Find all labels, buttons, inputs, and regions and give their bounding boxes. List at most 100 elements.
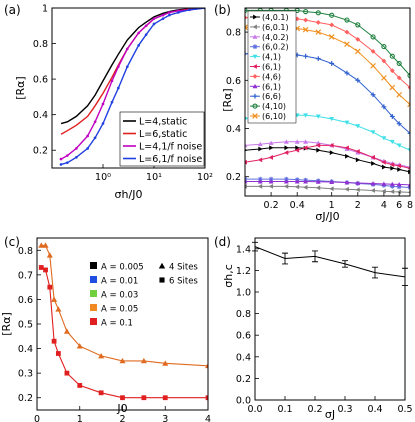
panel-d-ytick-label: 0.2 — [236, 374, 251, 385]
data-point — [315, 179, 321, 184]
legend-label: L=6,static — [139, 129, 187, 140]
data-point — [257, 141, 263, 147]
panel-d-ytick-label: 1.0 — [236, 288, 251, 299]
data-point — [344, 29, 350, 35]
data-point — [355, 77, 361, 83]
data-point — [86, 147, 89, 150]
legend-label: (4,0.2) — [262, 33, 289, 42]
data-point — [389, 189, 395, 195]
panel-a-axes — [51, 7, 206, 169]
data-point — [283, 150, 289, 156]
data-point — [381, 159, 386, 165]
panel-c-xtick-label: 4 — [205, 414, 211, 422]
data-point — [117, 65, 120, 68]
data-point — [258, 146, 263, 152]
panel-c-ytick-label: 0.2 — [18, 393, 33, 404]
data-point — [344, 17, 350, 23]
data-point — [389, 181, 395, 187]
panel-c-xtick-label: 3 — [162, 414, 168, 422]
data-point — [110, 100, 114, 104]
data-point — [245, 148, 248, 152]
data-point — [283, 183, 289, 189]
data-point — [396, 91, 402, 98]
panel-a-plot — [59, 8, 205, 166]
legend-label: (4,1) — [262, 53, 281, 62]
data-point — [303, 179, 309, 184]
legend-label: 6 Sites — [169, 277, 198, 287]
data-point — [66, 161, 69, 164]
data-point — [38, 265, 44, 270]
legend-label: (6,1) — [262, 82, 281, 91]
legend-label: L=4,static — [139, 117, 187, 128]
data-point — [329, 22, 335, 28]
data-point — [59, 163, 63, 166]
panel-b-ytick-label: 0.2 — [226, 172, 241, 183]
data-point — [42, 242, 49, 248]
data-point — [407, 182, 410, 187]
data-point — [205, 395, 208, 401]
panel-c-ytick-label: 0.4 — [18, 344, 33, 355]
data-point — [397, 167, 402, 172]
data-point — [140, 357, 147, 364]
panel-c-ytick-label: 0.3 — [18, 369, 33, 380]
data-point — [389, 183, 395, 189]
data-point — [110, 79, 114, 83]
legend-marker — [252, 93, 258, 99]
data-point — [370, 155, 375, 160]
legend-label: (6,0.2) — [262, 43, 289, 52]
series-line — [254, 246, 406, 278]
data-point — [76, 343, 83, 349]
series-line — [245, 9, 410, 76]
legend-swatch — [90, 276, 97, 283]
data-point — [315, 114, 321, 119]
data-point — [371, 161, 376, 166]
data-point — [407, 101, 410, 108]
data-point — [315, 142, 321, 148]
data-point — [152, 22, 156, 26]
legend-label: 4 Sites — [169, 263, 198, 273]
data-point — [396, 60, 402, 67]
data-point — [390, 165, 395, 171]
panel-c-x-label: J0 — [116, 402, 127, 415]
data-point — [93, 120, 97, 124]
data-point — [98, 390, 104, 396]
panel-d-xtick-label: 0.4 — [367, 404, 382, 415]
panel-d-ytick-label: 1.4 — [236, 244, 251, 255]
data-point — [245, 179, 248, 184]
data-point — [407, 148, 410, 153]
data-point — [315, 10, 321, 16]
data-point — [316, 147, 321, 153]
data-point — [381, 75, 387, 81]
data-point — [177, 11, 180, 14]
data-point — [370, 188, 375, 193]
data-point — [370, 181, 376, 186]
data-point — [141, 395, 147, 401]
data-point — [245, 116, 248, 122]
data-point — [303, 145, 308, 151]
panel-d-ytick-label: 0.0 — [236, 396, 251, 407]
legend-label: (6,6) — [262, 92, 281, 101]
data-point — [98, 352, 105, 359]
panel-b-xtick-label: 1 — [329, 200, 335, 211]
series-line — [60, 8, 205, 125]
panel-b-y-label: [Rα] — [221, 88, 234, 111]
data-point — [245, 24, 248, 31]
data-point — [295, 145, 300, 151]
data-point — [407, 85, 410, 90]
data-point — [389, 114, 395, 119]
data-point — [162, 360, 169, 366]
data-point — [101, 122, 105, 125]
legend-marker — [252, 34, 258, 39]
data-point — [396, 75, 402, 81]
panel-a-ytick-label: 0.4 — [33, 110, 48, 121]
panel-d-ytick-label: 0.8 — [236, 309, 251, 320]
data-point — [86, 134, 89, 138]
data-point — [355, 149, 360, 154]
panel-label: (b) — [214, 3, 231, 17]
panel-b-xtick-label: 8 — [407, 200, 413, 211]
data-point — [303, 53, 309, 59]
data-point — [294, 147, 300, 153]
panel-d-ytick-label: 0.6 — [236, 331, 251, 342]
data-point — [294, 184, 300, 190]
